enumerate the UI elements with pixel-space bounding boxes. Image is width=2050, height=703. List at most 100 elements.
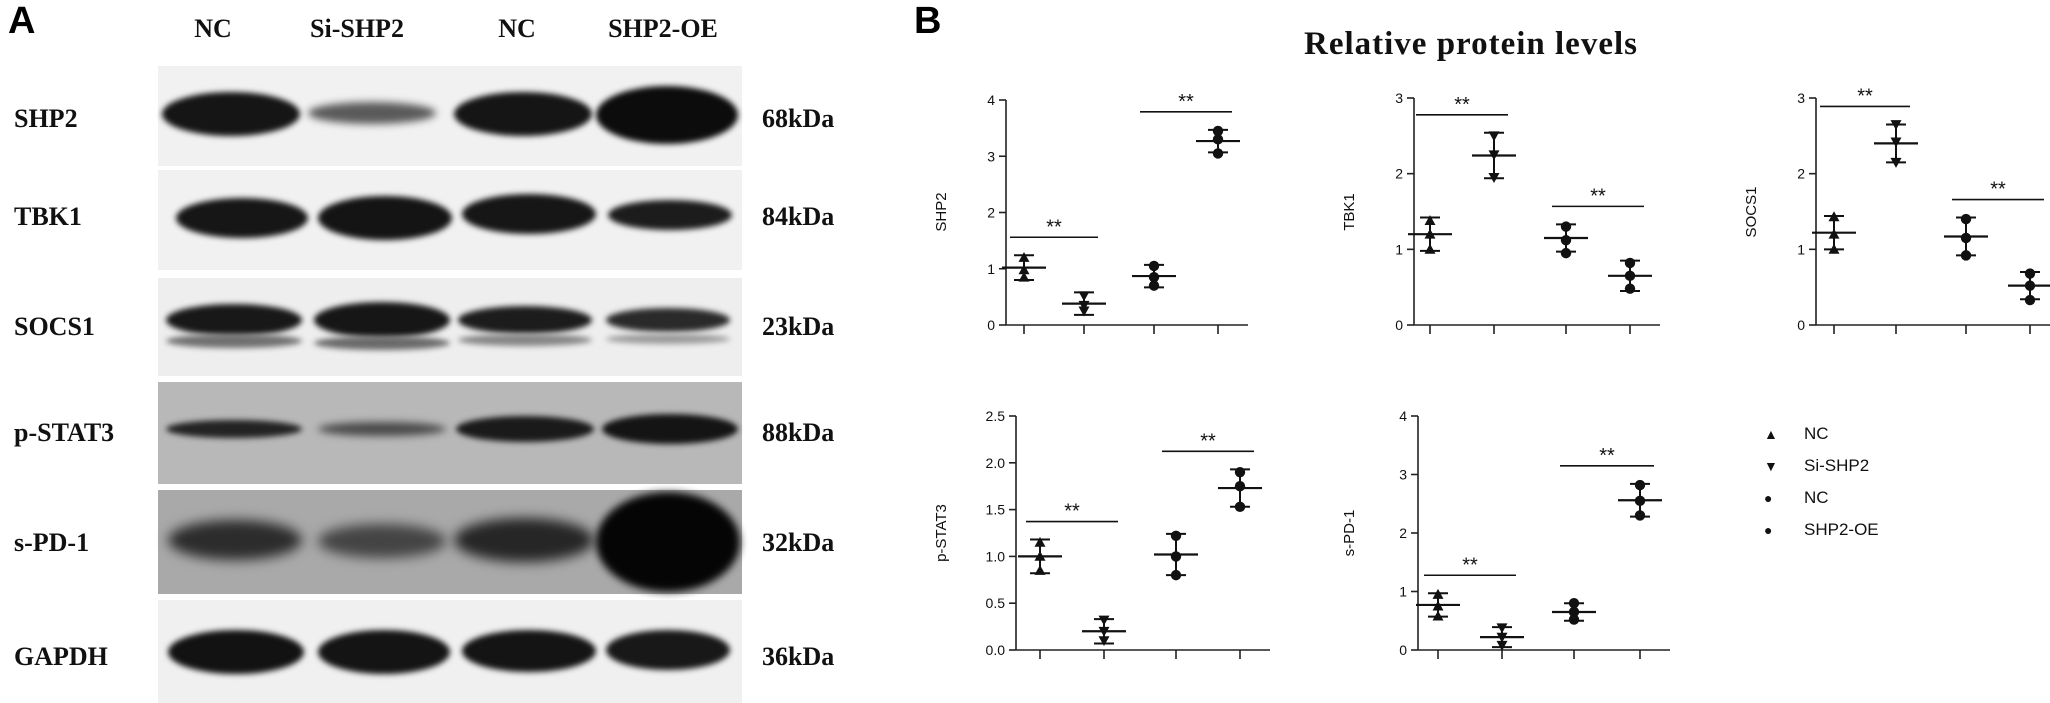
blot-band	[454, 92, 592, 136]
data-point	[1212, 134, 1224, 145]
data-point	[1432, 600, 1444, 611]
blot-band	[318, 196, 452, 240]
blot-strip-tbk1	[158, 170, 742, 270]
blot-strip-socs1	[158, 278, 742, 376]
triangle-down-icon: ▼	[1764, 458, 1778, 474]
blot-band	[462, 630, 596, 672]
legend: ▲ NC ▼ Si-SHP2 ● NC ● SHP2-OE	[1764, 418, 1879, 546]
significance-label: **	[1178, 91, 1194, 113]
blot-column-label: Si-SHP2	[310, 14, 404, 43]
y-tick-label: 4	[1399, 408, 1407, 424]
circle-icon: ●	[1764, 490, 1773, 506]
legend-item: ▼ Si-SHP2	[1764, 450, 1879, 482]
significance-label: **	[1200, 430, 1216, 452]
data-point	[1960, 250, 1972, 261]
significance-label: **	[1064, 501, 1080, 523]
blot-band	[456, 416, 594, 442]
blot-row-label: TBK1	[14, 202, 82, 231]
significance-label: **	[1599, 445, 1615, 467]
blot-kda-label: 88kDa	[762, 418, 835, 447]
data-point	[1634, 479, 1646, 491]
y-tick-label: 4	[987, 92, 995, 108]
blot-row-label: SHP2	[14, 104, 78, 133]
data-point	[1098, 615, 1110, 626]
blot-band	[318, 422, 446, 436]
y-tick-label: 1	[1797, 241, 1805, 257]
blot-band	[308, 102, 436, 124]
data-point	[1890, 157, 1902, 168]
y-axis-label: SOCS1	[1743, 187, 1760, 238]
data-point	[1018, 252, 1030, 262]
blot-kda-label: 84kDa	[762, 202, 835, 231]
blot-band	[318, 524, 446, 558]
data-point	[1078, 300, 1090, 311]
blot-row-label: GAPDH	[14, 642, 108, 671]
data-point	[1034, 564, 1046, 575]
data-point	[1212, 125, 1224, 137]
data-point	[1212, 148, 1224, 159]
triangle-up-icon: ▲	[1764, 426, 1778, 442]
blot-band	[596, 86, 738, 144]
data-point	[1488, 150, 1500, 161]
blot-band	[462, 194, 596, 234]
blot-strip-gapdh	[158, 600, 742, 703]
data-point	[1634, 510, 1646, 521]
y-tick-label: 0.5	[986, 595, 1006, 611]
blot-band	[176, 198, 308, 238]
blot-band	[608, 200, 732, 230]
data-point	[1560, 221, 1572, 232]
blot-column-label: NC	[194, 14, 232, 43]
y-tick-label: 1	[1399, 584, 1407, 600]
data-point	[1034, 550, 1046, 561]
blot-kda-label: 36kDa	[762, 642, 835, 671]
blot-band	[166, 420, 302, 438]
y-tick-label: 0	[1395, 317, 1403, 333]
blot-strip-spd1	[158, 490, 742, 594]
data-point	[1170, 569, 1182, 581]
data-point	[1170, 551, 1182, 562]
y-axis-label: SHP2	[933, 192, 950, 231]
y-tick-label: 2	[1395, 166, 1403, 182]
significance-label: **	[1462, 554, 1478, 576]
data-point	[1234, 466, 1246, 478]
data-point	[1234, 481, 1246, 492]
y-tick-label: 1.5	[986, 502, 1006, 518]
blot-band	[166, 334, 302, 348]
y-tick-label: 2.0	[986, 455, 1006, 471]
circle-icon: ●	[1764, 522, 1773, 538]
data-point	[1078, 306, 1090, 317]
y-tick-label: 3	[1395, 90, 1403, 106]
significance-label: **	[1590, 185, 1606, 207]
data-point	[1488, 131, 1500, 142]
y-tick-label: 2.5	[986, 408, 1006, 424]
blot-kda-label: 32kDa	[762, 528, 835, 557]
blot-row-label: SOCS1	[14, 312, 95, 341]
legend-label: SHP2-OE	[1804, 520, 1879, 539]
legend-label: NC	[1804, 424, 1829, 443]
y-tick-label: 1	[987, 261, 995, 277]
data-point	[2024, 280, 2036, 291]
y-tick-label: 3	[1399, 467, 1407, 483]
data-point	[1560, 247, 1572, 259]
y-axis-label: p-STAT3	[933, 504, 950, 562]
legend-item: ● SHP2-OE	[1764, 514, 1879, 546]
blot-strip-pstat3	[158, 382, 742, 484]
blot-row-label: p-STAT3	[14, 418, 115, 447]
data-point	[1148, 260, 1160, 272]
data-point	[1488, 173, 1500, 183]
significance-label: **	[1857, 85, 1873, 107]
data-point	[1568, 606, 1580, 618]
blot-column-label: NC	[498, 14, 536, 43]
data-point	[1148, 280, 1160, 291]
panel-b-letter: B	[914, 0, 942, 42]
data-point	[1234, 501, 1246, 512]
data-point	[1148, 271, 1160, 283]
blot-band	[458, 306, 592, 334]
y-tick-label: 2	[1797, 166, 1805, 182]
significance-label: **	[1990, 179, 2006, 201]
y-tick-label: 0	[987, 317, 995, 333]
data-point	[1624, 270, 1636, 282]
data-point	[1424, 228, 1436, 239]
significance-label: **	[1046, 216, 1062, 238]
